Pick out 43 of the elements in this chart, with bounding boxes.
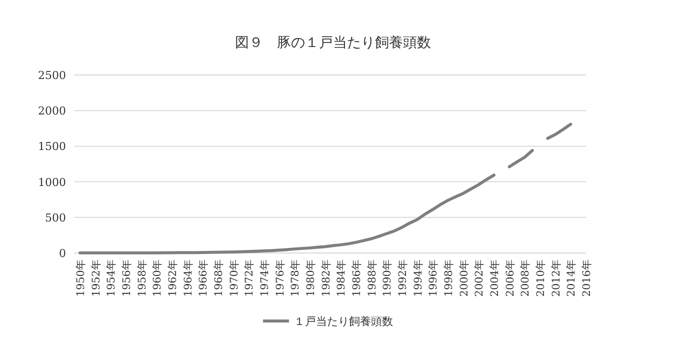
chart-title: 図９ 豚の１戸当たり飼養頭数 <box>235 35 431 51</box>
x-tick-label: 1980年 <box>305 259 317 297</box>
x-tick-label: 1982年 <box>320 259 332 297</box>
y-tick-label: 2000 <box>38 104 66 118</box>
legend: １戸当たり飼養頭数 <box>263 315 393 328</box>
x-tick-label: 1964年 <box>182 259 194 297</box>
x-tick-label: 2006年 <box>504 259 516 297</box>
y-tick-label: 1000 <box>38 176 66 189</box>
x-tick-label: 1984年 <box>336 259 348 297</box>
y-tick-label: 1500 <box>38 140 66 154</box>
x-tick-label: 2012年 <box>550 259 562 297</box>
x-tick-label: 1960年 <box>152 259 164 297</box>
y-tick-label: 500 <box>45 211 66 224</box>
x-tick-label: 1986年 <box>351 259 363 297</box>
x-tick-label: 2014年 <box>566 259 578 297</box>
x-tick-label: 1994年 <box>412 259 424 297</box>
x-tick-label: 1992年 <box>397 259 409 297</box>
y-tick-label: 0 <box>59 247 66 260</box>
x-tick-label: 1996年 <box>428 259 440 297</box>
x-tick-label: 2000年 <box>458 259 470 297</box>
x-tick-label: 1954年 <box>106 259 118 297</box>
x-tick-label: 1958年 <box>136 259 148 297</box>
x-tick-label: 2004年 <box>489 259 501 297</box>
x-tick-label: 1972年 <box>244 259 256 297</box>
x-tick-label: 1956年 <box>121 259 133 297</box>
x-tick-label: 2010年 <box>535 259 547 297</box>
x-tick-label: 1978年 <box>290 259 302 297</box>
x-tick-label: 2008年 <box>520 259 532 297</box>
x-tick-label: 1968年 <box>213 259 225 297</box>
x-tick-label: 1952年 <box>90 259 102 297</box>
legend-label: １戸当たり飼養頭数 <box>294 315 393 328</box>
x-tick-label: 1974年 <box>259 259 271 297</box>
x-tick-label: 1976年 <box>274 259 286 297</box>
x-tick-label: 1962年 <box>167 259 179 297</box>
x-tick-label: 1950年 <box>75 259 87 297</box>
x-tick-label: 1970年 <box>228 259 240 297</box>
x-tick-label: 1966年 <box>198 259 210 297</box>
x-tick-label: 1988年 <box>366 259 378 297</box>
x-tick-label: 2002年 <box>474 259 486 297</box>
x-tick-label: 1990年 <box>382 259 394 297</box>
x-tick-label: 2016年 <box>581 259 593 297</box>
y-tick-label: 2500 <box>38 69 66 82</box>
x-tick-label: 1998年 <box>443 259 455 297</box>
